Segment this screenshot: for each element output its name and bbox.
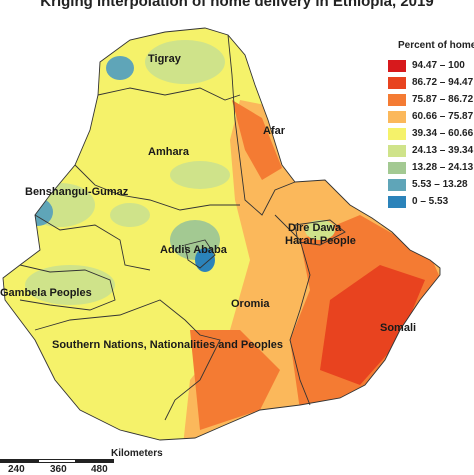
boundary-addis: [184, 239, 216, 269]
label-dire-dawa: Dire Dawa: [288, 222, 342, 234]
boundary-gambela: [19, 264, 116, 311]
scale-segment-3: [76, 459, 114, 463]
surface-oromia-west-green: [110, 203, 150, 227]
label-tigray: Tigray: [148, 53, 181, 65]
legend-item: 75.87 – 86.72: [388, 91, 474, 108]
legend-label: 75.87 – 86.72: [412, 94, 474, 105]
label-snnp: Southern Nations, Nationalities and Peop…: [52, 339, 284, 351]
label-oromia: Oromia: [231, 298, 270, 310]
legend-item: 94.47 – 100: [388, 57, 474, 74]
legend-item: 60.66 – 75.87: [388, 108, 474, 125]
legend-swatch: [388, 127, 406, 140]
scale-tick-3: 480: [91, 464, 108, 475]
legend-swatch: [388, 144, 406, 157]
legend-item: 86.72 – 94.47: [388, 74, 474, 91]
legend-swatch: [388, 178, 406, 191]
surface-tigray-west: [106, 56, 134, 80]
label-addis-ababa: Addis Ababa: [160, 244, 227, 256]
label-gambela: Gambela Peoples: [0, 287, 92, 299]
scale-title: Kilometers: [111, 448, 163, 459]
boundary-somali: [274, 214, 311, 406]
legend-label: 94.47 – 100: [412, 60, 465, 71]
surface-dire-dawa-green: [305, 220, 335, 240]
surface-benshangul-low: [23, 198, 53, 226]
boundary-afar-west: [227, 34, 296, 216]
legend-label: 60.66 – 75.87: [412, 111, 474, 122]
legend-swatch: [388, 195, 406, 208]
legend-swatch: [388, 110, 406, 123]
legend-label: 86.72 – 94.47: [412, 77, 474, 88]
scale-bar: [0, 459, 114, 463]
label-harari: Harari People: [285, 235, 356, 247]
scale-tick-2: 360: [50, 464, 67, 475]
scale-segment-1: [0, 459, 38, 463]
legend: Percent of home delivery 94.47 – 100 86.7…: [388, 40, 474, 210]
surface-somali-core: [320, 265, 425, 385]
legend-swatch: [388, 93, 406, 106]
boundary-benshangul: [34, 214, 151, 271]
scale-tick-1: 240: [8, 464, 25, 475]
legend-label: 24.13 – 39.34: [412, 145, 474, 156]
map-title: Kriging interpolation of home delivery i…: [40, 0, 434, 10]
boundary-snnp: [34, 299, 221, 421]
surface-amhara-green: [170, 161, 230, 189]
surface-gambela-green: [25, 265, 115, 305]
boundary-tigray-amhara: [97, 87, 241, 101]
legend-rows: 94.47 – 100 86.72 – 94.47 75.87 – 86.72 60.…: [388, 57, 474, 210]
label-amhara: Amhara: [148, 146, 189, 158]
legend-label: 39.34 – 60.66: [412, 128, 474, 139]
legend-swatch: [388, 59, 406, 72]
legend-item: 0 – 5.53: [388, 193, 474, 210]
surface-afar: [232, 100, 282, 180]
label-benshangul: Benshangul-Gumaz: [25, 186, 129, 198]
surface-addis-low: [195, 248, 215, 272]
legend-label: 13.28 – 24.13: [412, 162, 474, 173]
legend-swatch: [388, 76, 406, 89]
legend-label: 0 – 5.53: [412, 196, 449, 207]
label-somali: Somali: [380, 322, 417, 334]
legend-label: 5.53 – 13.28: [412, 179, 468, 190]
boundary-amhara-south: [74, 164, 240, 211]
legend-item: 13.28 – 24.13: [388, 159, 474, 176]
country-outline: [2, 27, 441, 441]
legend-item: 24.13 – 39.34: [388, 142, 474, 159]
surface-tigray-green: [145, 40, 225, 84]
scale-segment-2: [38, 459, 76, 463]
legend-item: 39.34 – 60.66: [388, 125, 474, 142]
legend-swatch: [388, 161, 406, 174]
label-afar: Afar: [263, 125, 286, 137]
legend-item: 5.53 – 13.28: [388, 176, 474, 193]
boundary-dire-dawa: [294, 219, 346, 246]
legend-title: Percent of home delivery: [398, 40, 474, 51]
region-boundaries: [2, 27, 441, 441]
